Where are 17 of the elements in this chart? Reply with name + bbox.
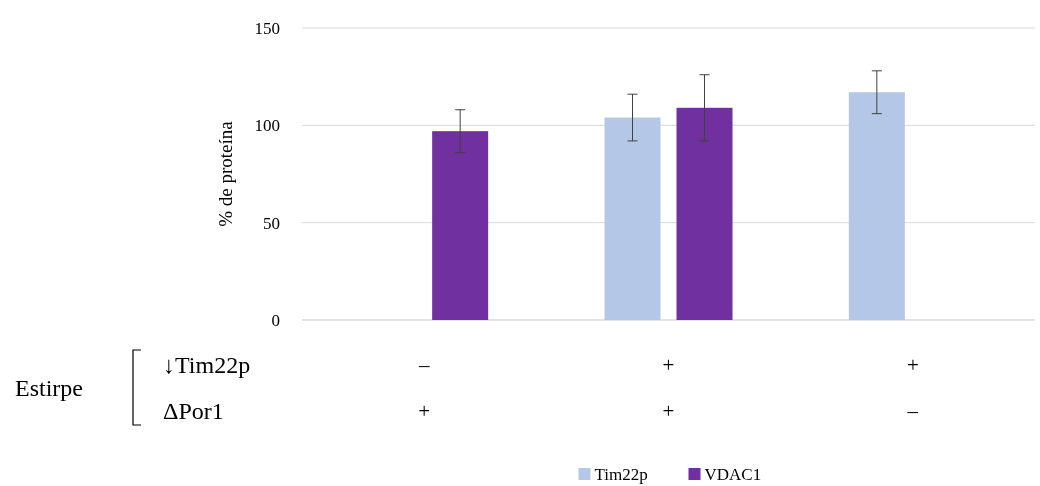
x-tick-label: + + [662, 353, 675, 424]
bar [432, 131, 489, 320]
text: Estirpe [15, 375, 83, 402]
y-axis-title: % de proteína [215, 120, 236, 227]
y-tick-label: 150 [254, 18, 280, 38]
y-tick-label: 0 [271, 310, 280, 330]
legend-label: Tim22p [594, 464, 648, 484]
bar [604, 117, 661, 320]
text: ΔPor1 [163, 398, 224, 425]
bar [848, 92, 905, 320]
text: ↓Tim22p [163, 352, 251, 379]
y-tick-label: 100 [254, 116, 280, 136]
x-tick-label: + – [906, 353, 919, 424]
bar [676, 107, 733, 320]
x-tick-label: – + [417, 353, 431, 424]
y-tick-label: 50 [263, 213, 280, 233]
legend-label: VDAC1 [704, 464, 762, 484]
